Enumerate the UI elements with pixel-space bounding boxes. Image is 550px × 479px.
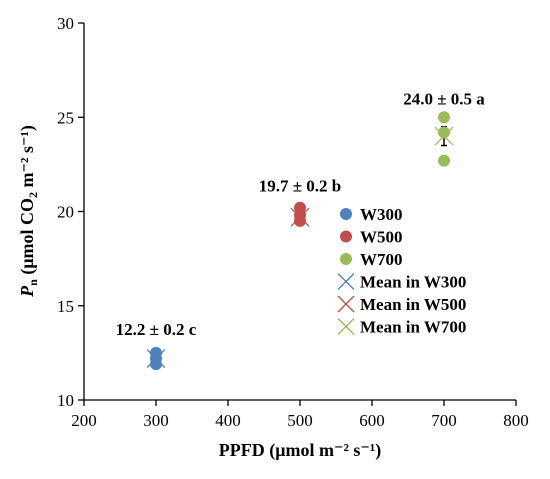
x-axis-title: PPFD (μmol m⁻² s⁻¹) (219, 440, 381, 461)
y-tick-label: 25 (57, 108, 74, 127)
mean-marker (290, 207, 310, 227)
x-tick-label: 200 (71, 411, 97, 430)
x-tick-label: 500 (287, 411, 313, 430)
legend-marker (340, 230, 352, 243)
mean-marker (146, 349, 166, 368)
data-annotation: 19.7 ± 0.2 b (259, 176, 342, 195)
legend-marker (340, 253, 352, 265)
legend: W300 W500 W700 Mean in W300 Mean in W500 Mean… (337, 205, 466, 337)
mean-marker (434, 126, 454, 146)
data-annotation: 12.2 ± 0.2 c (116, 320, 197, 339)
legend-label: W300 (360, 205, 403, 224)
legend-marker (337, 295, 355, 313)
legend-label: W500 (360, 228, 403, 247)
y-axis-title: Pn (μmol CO2 m⁻² s⁻¹) (17, 125, 40, 298)
x-tick-label: 300 (143, 411, 169, 430)
x-tick-label: 700 (431, 411, 457, 430)
y-tick-label: 30 (57, 14, 74, 33)
x-tick-label: 800 (503, 411, 529, 430)
legend-label: Mean in W500 (360, 295, 466, 314)
data-point (294, 214, 306, 227)
y-tick-label: 10 (57, 391, 74, 410)
data-annotation: 24.0 ± 0.5 a (403, 90, 485, 109)
y-tick-label: 15 (57, 297, 74, 316)
y-tick-label: 20 (57, 203, 74, 222)
legend-label: Mean in W300 (360, 273, 466, 292)
data-point (438, 126, 450, 139)
legend-label: Mean in W700 (360, 318, 466, 337)
legend-marker (337, 318, 355, 335)
legend-label: W700 (360, 250, 403, 269)
x-ticks: 200 300 400 500 600 700 800 (71, 400, 529, 430)
data-point (438, 111, 450, 124)
y-ticks: 10 15 20 25 30 (57, 14, 84, 410)
legend-marker (340, 208, 352, 220)
data-point (438, 154, 450, 167)
data-points (146, 111, 454, 371)
annotations: 12.2 ± 0.2 c 19.7 ± 0.2 b 24.0 ± 0.5 a (116, 90, 486, 339)
legend-marker (337, 273, 355, 290)
x-tick-label: 600 (359, 411, 385, 430)
x-tick-label: 400 (215, 411, 241, 430)
data-point (150, 358, 162, 371)
